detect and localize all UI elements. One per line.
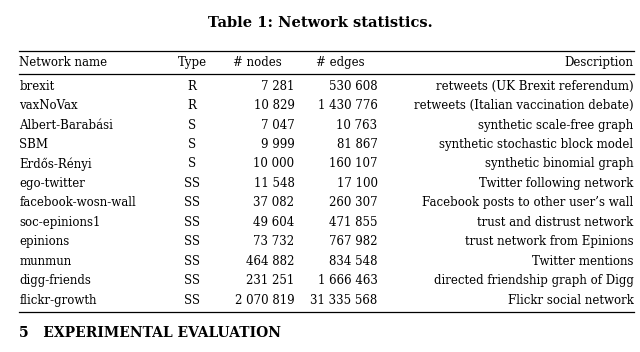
Text: Description: Description [564, 56, 634, 69]
Text: Facebook posts to other user’s wall: Facebook posts to other user’s wall [422, 196, 634, 209]
Text: 37 082: 37 082 [253, 196, 294, 209]
Text: S: S [188, 157, 196, 170]
Text: 10 829: 10 829 [253, 99, 294, 112]
Text: 10 763: 10 763 [337, 119, 378, 132]
Text: ego-twitter: ego-twitter [19, 177, 85, 190]
Text: 17 100: 17 100 [337, 177, 378, 190]
Text: Flickr social network: Flickr social network [508, 294, 634, 307]
Text: SS: SS [184, 216, 200, 229]
Text: flickr-growth: flickr-growth [19, 294, 97, 307]
Text: Table 1: Network statistics.: Table 1: Network statistics. [208, 16, 432, 30]
Text: Type: Type [177, 56, 207, 69]
Text: SS: SS [184, 196, 200, 209]
Text: synthetic binomial graph: synthetic binomial graph [485, 157, 634, 170]
Text: vaxNoVax: vaxNoVax [19, 99, 78, 112]
Text: digg-friends: digg-friends [19, 274, 91, 287]
Text: directed friendship graph of Digg: directed friendship graph of Digg [434, 274, 634, 287]
Text: SS: SS [184, 294, 200, 307]
Text: Twitter mentions: Twitter mentions [532, 254, 634, 268]
Text: # nodes: # nodes [233, 56, 282, 69]
Text: retweets (Italian vaccination debate): retweets (Italian vaccination debate) [414, 99, 634, 112]
Text: 7 047: 7 047 [260, 119, 294, 132]
Text: 834 548: 834 548 [329, 254, 378, 268]
Text: Erdős-Rényi: Erdős-Rényi [19, 157, 92, 171]
Text: R: R [188, 80, 196, 93]
Text: facebook-wosn-wall: facebook-wosn-wall [19, 196, 136, 209]
Text: 5   EXPERIMENTAL EVALUATION: 5 EXPERIMENTAL EVALUATION [19, 326, 281, 340]
Text: trust and distrust network: trust and distrust network [477, 216, 634, 229]
Text: SS: SS [184, 274, 200, 287]
Text: 767 982: 767 982 [329, 235, 378, 248]
Text: S: S [188, 119, 196, 132]
Text: Albert-Barabási: Albert-Barabási [19, 119, 113, 132]
Text: brexit: brexit [19, 80, 54, 93]
Text: 464 882: 464 882 [246, 254, 294, 268]
Text: synthetic stochastic block model: synthetic stochastic block model [440, 138, 634, 151]
Text: Twitter following network: Twitter following network [479, 177, 634, 190]
Text: 31 335 568: 31 335 568 [310, 294, 378, 307]
Text: 2 070 819: 2 070 819 [235, 294, 294, 307]
Text: # edges: # edges [316, 56, 365, 69]
Text: synthetic scale-free graph: synthetic scale-free graph [478, 119, 634, 132]
Text: 530 608: 530 608 [329, 80, 378, 93]
Text: epinions: epinions [19, 235, 70, 248]
Text: SBM: SBM [19, 138, 48, 151]
Text: 7 281: 7 281 [261, 80, 294, 93]
Text: Network name: Network name [19, 56, 108, 69]
Text: 260 307: 260 307 [329, 196, 378, 209]
Text: munmun: munmun [19, 254, 72, 268]
Text: SS: SS [184, 177, 200, 190]
Text: 10 000: 10 000 [253, 157, 294, 170]
Text: 9 999: 9 999 [260, 138, 294, 151]
Text: trust network from Epinions: trust network from Epinions [465, 235, 634, 248]
Text: R: R [188, 99, 196, 112]
Text: SS: SS [184, 254, 200, 268]
Text: 49 604: 49 604 [253, 216, 294, 229]
Text: 1 430 776: 1 430 776 [317, 99, 378, 112]
Text: 160 107: 160 107 [329, 157, 378, 170]
Text: 471 855: 471 855 [329, 216, 378, 229]
Text: SS: SS [184, 235, 200, 248]
Text: 81 867: 81 867 [337, 138, 378, 151]
Text: S: S [188, 138, 196, 151]
Text: 231 251: 231 251 [246, 274, 294, 287]
Text: 73 732: 73 732 [253, 235, 294, 248]
Text: soc-epinions1: soc-epinions1 [19, 216, 100, 229]
Text: 1 666 463: 1 666 463 [317, 274, 378, 287]
Text: retweets (UK Brexit referendum): retweets (UK Brexit referendum) [436, 80, 634, 93]
Text: 11 548: 11 548 [253, 177, 294, 190]
